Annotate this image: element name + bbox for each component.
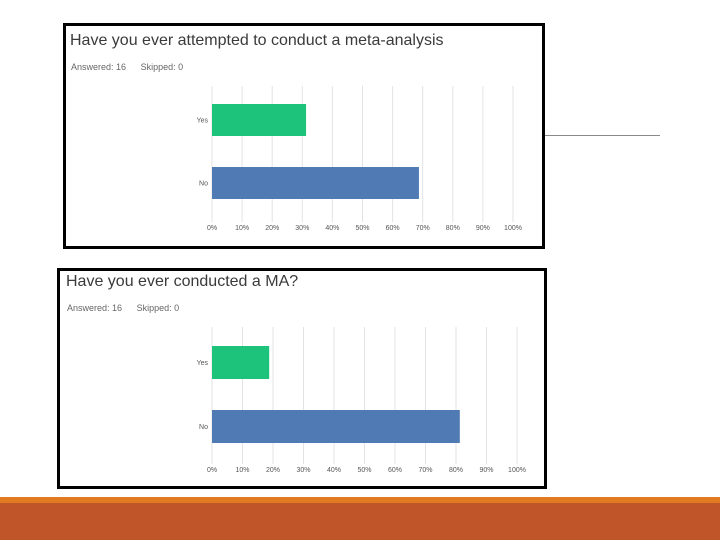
category-label: Yes [197, 360, 209, 367]
x-tick-label: 80% [446, 225, 460, 232]
x-tick-label: 30% [295, 225, 309, 232]
x-tick-label: 60% [386, 225, 400, 232]
bar-chart-conducted-ma: 0% 10% 20% 30% 40% 50% 60% 70% 80% 90% 100% Yes No [197, 327, 526, 474]
bar-chart-meta-analysis-attempt: 0% 10% 20% 30% 40% 50% 60% 70% 80% 90% 100% Yes No [197, 86, 522, 232]
footer-accent-strip [0, 497, 720, 503]
x-tick-label: 100% [504, 225, 522, 232]
category-label: No [199, 181, 208, 188]
chart-title: Have you ever conducted a MA? [66, 273, 299, 290]
response-stats: Answered: 16 Skipped: 0 [67, 303, 191, 313]
x-tick-label: 70% [418, 467, 432, 474]
x-tick-label: 50% [355, 225, 369, 232]
x-tick-label: 100% [508, 467, 526, 474]
skipped-count: Skipped: 0 [136, 303, 180, 313]
response-stats: Answered: 16 Skipped: 0 [71, 62, 195, 72]
x-tick-label: 40% [327, 467, 341, 474]
chart-panel-meta-analysis-attempt: Have you ever attempted to conduct a met… [63, 23, 545, 249]
answered-count: Answered: 16 [67, 303, 123, 313]
x-tick-label: 0% [207, 225, 217, 232]
x-tick-label: 70% [416, 225, 430, 232]
x-tick-label: 30% [296, 467, 310, 474]
x-tick-label: 0% [207, 467, 217, 474]
answered-count: Answered: 16 [71, 62, 127, 72]
category-label: No [199, 424, 208, 431]
x-tick-label: 90% [479, 467, 493, 474]
skipped-count: Skipped: 0 [140, 62, 184, 72]
x-tick-label: 10% [235, 467, 249, 474]
bar-yes [212, 346, 270, 379]
x-tick-label: 20% [265, 225, 279, 232]
x-tick-label: 90% [476, 225, 490, 232]
bar-no [212, 410, 460, 443]
x-tick-label: 10% [235, 225, 249, 232]
category-label: Yes [197, 118, 209, 125]
x-tick-label: 20% [266, 467, 280, 474]
chart-title: Have you ever attempted to conduct a met… [70, 32, 444, 49]
x-tick-label: 50% [357, 467, 371, 474]
x-tick-label: 80% [449, 467, 463, 474]
decorative-divider-line [543, 135, 660, 136]
bar-no [212, 167, 419, 199]
footer-bar [0, 503, 720, 540]
bar-yes [212, 104, 307, 136]
chart-panel-conducted-ma: Have you ever conducted a MA? Answered: … [57, 268, 547, 489]
x-tick-label: 60% [388, 467, 402, 474]
x-tick-label: 40% [325, 225, 339, 232]
